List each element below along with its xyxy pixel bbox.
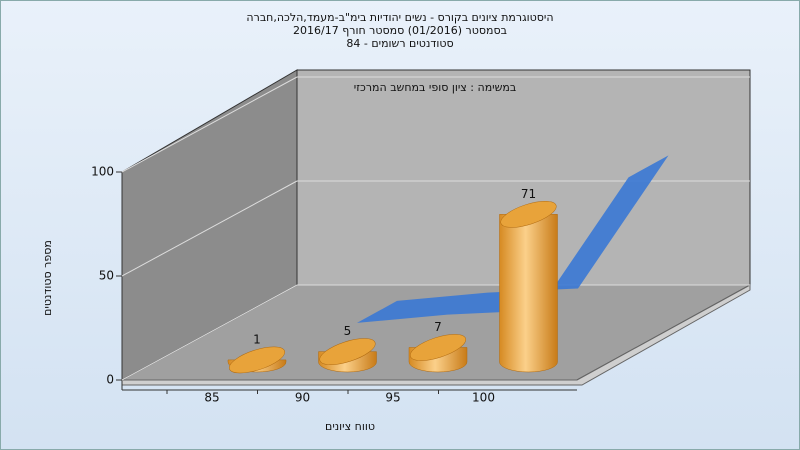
bar: [499, 214, 558, 373]
data-label: 71: [521, 187, 536, 201]
bar-top: [500, 201, 557, 228]
data-label: 5: [344, 324, 352, 338]
y-tick-label: 50: [99, 269, 114, 283]
data-label: 1: [253, 332, 261, 346]
data-label: 7: [434, 320, 442, 334]
x-tick-label: 90: [295, 391, 310, 405]
y-axis-label: מספר סטודנטים: [41, 240, 54, 316]
y-tick-label: 100: [91, 165, 114, 179]
x-tick-label: 100: [472, 391, 495, 405]
bar-top: [228, 346, 286, 374]
ribbon: [357, 155, 669, 323]
grid-line: [121, 180, 298, 277]
subtitle: במשימה : ציון סופי במחשב המרכזי: [354, 81, 517, 94]
chart-title: סטודנטים רשומים - 84: [346, 37, 453, 50]
chart-title: בסמסטר (01/2016) סמסטר חורף 2016/17: [293, 24, 507, 37]
x-axis-label: טווח ציונים: [325, 420, 375, 433]
bar-top: [319, 338, 376, 365]
x-tick-label: 85: [204, 391, 219, 405]
grid-line: [121, 284, 298, 381]
chart-title: היסטוגרמת ציונים בקורס - נשים יהודיות בי…: [246, 11, 553, 24]
grid-line: [121, 76, 298, 173]
y-tick-label: 0: [106, 373, 114, 387]
x-tick-label: 95: [385, 391, 400, 405]
bar-top: [409, 334, 467, 361]
